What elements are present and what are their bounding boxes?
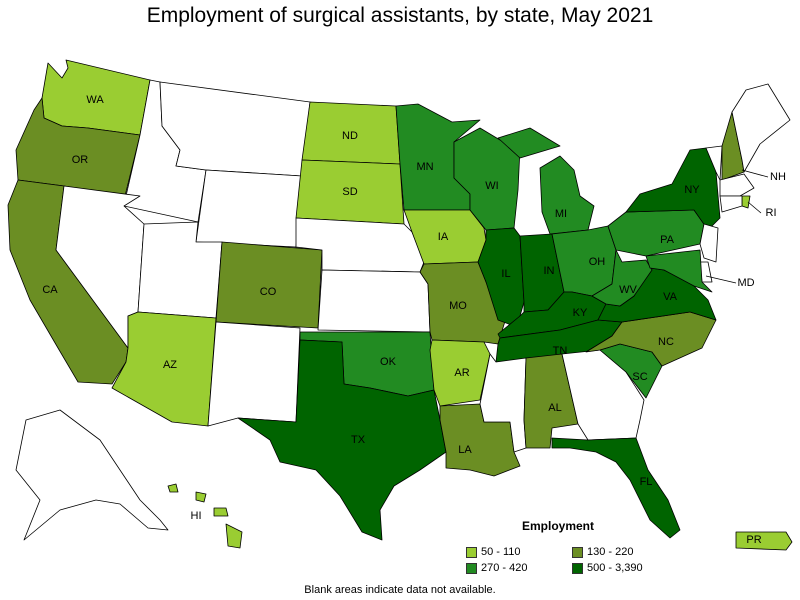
state-label-ar: AR bbox=[454, 367, 469, 379]
state-label-wv: WV bbox=[619, 284, 637, 296]
state-nj bbox=[699, 223, 719, 263]
state-label-va: VA bbox=[663, 291, 678, 303]
state-label-wi: WI bbox=[485, 180, 498, 192]
state-label-pr: PR bbox=[746, 534, 761, 546]
state-fl bbox=[551, 437, 681, 539]
state-label-sd: SD bbox=[342, 186, 357, 198]
state-ct bbox=[719, 195, 743, 213]
state-label-pa: PA bbox=[660, 234, 675, 246]
leader-line-ri bbox=[747, 201, 762, 214]
state-label-ri: RI bbox=[766, 207, 777, 219]
state-label-md: MD bbox=[737, 277, 754, 289]
state-md bbox=[645, 249, 713, 293]
state-label-al: AL bbox=[548, 402, 561, 414]
state-pa bbox=[607, 209, 705, 257]
state-label-or: OR bbox=[72, 154, 89, 166]
state-label-nh: NH bbox=[770, 171, 786, 183]
state-me bbox=[731, 83, 791, 173]
state-ak bbox=[15, 409, 169, 541]
state-label-tx: TX bbox=[351, 434, 366, 446]
state-label-hi: HI bbox=[191, 510, 202, 522]
state-label-nc: NC bbox=[658, 336, 674, 348]
legend-title: Employment bbox=[522, 519, 595, 533]
state-label-sc: SC bbox=[632, 371, 647, 383]
labels-layer: WA OR CA AZ CO ND SD MN IA MO OK AR TX LA WI IL MI IN OH KY… bbox=[42, 94, 786, 546]
state-label-fl: FL bbox=[640, 476, 653, 488]
legend-swatch-1 bbox=[466, 546, 477, 558]
state-wy bbox=[195, 169, 303, 248]
legend-label-1: 50 - 110 bbox=[481, 546, 521, 558]
state-label-mn: MN bbox=[416, 161, 433, 173]
state-tx bbox=[237, 339, 447, 541]
state-label-mi: MI bbox=[555, 208, 567, 220]
legend-label-3: 270 - 420 bbox=[481, 562, 528, 574]
state-label-ny: NY bbox=[684, 184, 700, 196]
state-label-ok: OK bbox=[380, 356, 397, 368]
state-ks bbox=[317, 269, 431, 333]
footnote: Blank areas indicate data not available. bbox=[304, 584, 496, 596]
state-label-ca: CA bbox=[42, 284, 58, 296]
legend-item-1: 50 - 110 bbox=[466, 546, 521, 558]
legend-swatch-3 bbox=[466, 562, 477, 574]
state-label-ky: KY bbox=[573, 307, 588, 319]
state-ri bbox=[741, 195, 751, 209]
legend-item-3: 270 - 420 bbox=[466, 562, 527, 574]
state-label-mo: MO bbox=[449, 300, 467, 312]
state-label-tn: TN bbox=[553, 345, 568, 357]
state-label-oh: OH bbox=[589, 256, 606, 268]
state-label-il: IL bbox=[501, 268, 510, 280]
state-mt bbox=[159, 81, 311, 177]
state-nc bbox=[585, 311, 717, 367]
state-pr bbox=[735, 531, 793, 551]
state-hi bbox=[167, 483, 243, 549]
leader-line-md bbox=[705, 275, 737, 284]
state-label-wa: WA bbox=[86, 94, 104, 106]
legend-item-4: 500 - 3,390 bbox=[572, 562, 643, 574]
state-label-ia: IA bbox=[438, 231, 449, 243]
leader-line-nh bbox=[741, 169, 769, 178]
state-label-la: LA bbox=[458, 444, 472, 456]
legend-swatch-4 bbox=[572, 562, 583, 574]
state-label-co: CO bbox=[260, 286, 277, 298]
state-ar bbox=[429, 339, 491, 407]
legend-label-2: 130 - 220 bbox=[587, 546, 634, 558]
legend-swatch-2 bbox=[572, 546, 583, 558]
state-wv bbox=[591, 249, 653, 307]
state-nm bbox=[207, 321, 301, 427]
map-title: Employment of surgical assistants, by st… bbox=[146, 4, 654, 27]
legend-label-4: 500 - 3,390 bbox=[587, 562, 643, 574]
state-label-in: IN bbox=[544, 265, 555, 277]
state-ma bbox=[719, 173, 755, 197]
state-label-nd: ND bbox=[342, 130, 358, 142]
legend-item-2: 130 - 220 bbox=[572, 546, 633, 558]
state-label-az: AZ bbox=[163, 359, 177, 371]
state-mi bbox=[497, 127, 595, 235]
states-layer bbox=[7, 59, 793, 551]
